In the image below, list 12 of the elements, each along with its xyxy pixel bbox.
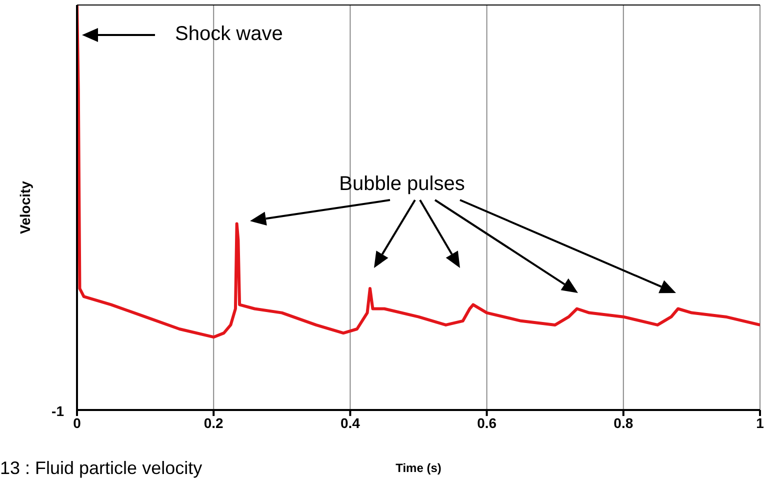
text: 13 : Fluid particle velocity <box>0 458 202 478</box>
x-tick-label: 0.2 <box>204 414 224 431</box>
annotation: Bubble pulses <box>339 173 465 195</box>
y-axis-title: Velocity <box>17 180 33 234</box>
x-tick-label: 1 <box>756 414 764 431</box>
x-tick-label: 0 <box>73 414 82 431</box>
text: -1 <box>52 403 64 419</box>
x-tick-label: 0.6 <box>477 414 497 431</box>
x-tick-label: 0.8 <box>614 414 634 431</box>
x-tick-label: 0.4 <box>340 414 360 431</box>
x-axis-title: Time (s) <box>396 461 442 475</box>
annotation: Shock wave <box>175 23 283 45</box>
